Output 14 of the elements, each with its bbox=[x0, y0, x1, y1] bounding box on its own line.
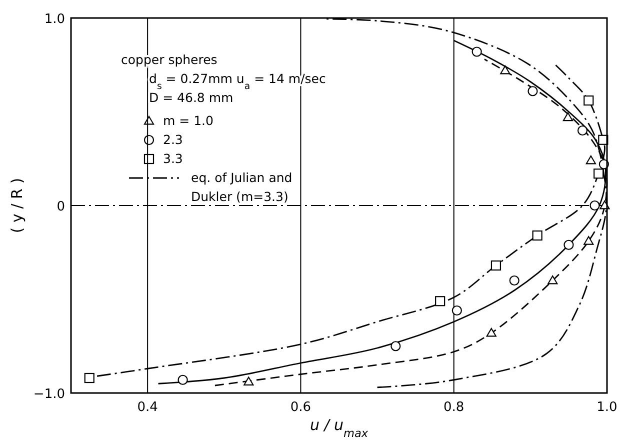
x-tick-label: 1.0 bbox=[596, 400, 618, 415]
y-tick-label: 0 bbox=[56, 200, 65, 214]
x-axis-title: u / u$_{max}$ bbox=[310, 416, 368, 440]
x-tick-label: 0.8 bbox=[444, 400, 464, 415]
x-tick-label: 0.6 bbox=[290, 400, 312, 415]
legend-label: 3.3 bbox=[163, 151, 183, 166]
y-axis-title: ( y / R ) bbox=[8, 178, 26, 234]
legend-label: eq. of Julian and Dukler (m=3.3) bbox=[191, 170, 292, 204]
x-tick-label: 0.4 bbox=[137, 400, 158, 415]
y-tick-label: −1.0 bbox=[33, 387, 65, 402]
legend-label: m = 1.0 bbox=[163, 113, 214, 128]
legend-label: 2.3 bbox=[163, 132, 183, 147]
y-tick-label: 1.0 bbox=[44, 12, 65, 27]
annotation: D = 46.8 mm bbox=[149, 90, 234, 105]
